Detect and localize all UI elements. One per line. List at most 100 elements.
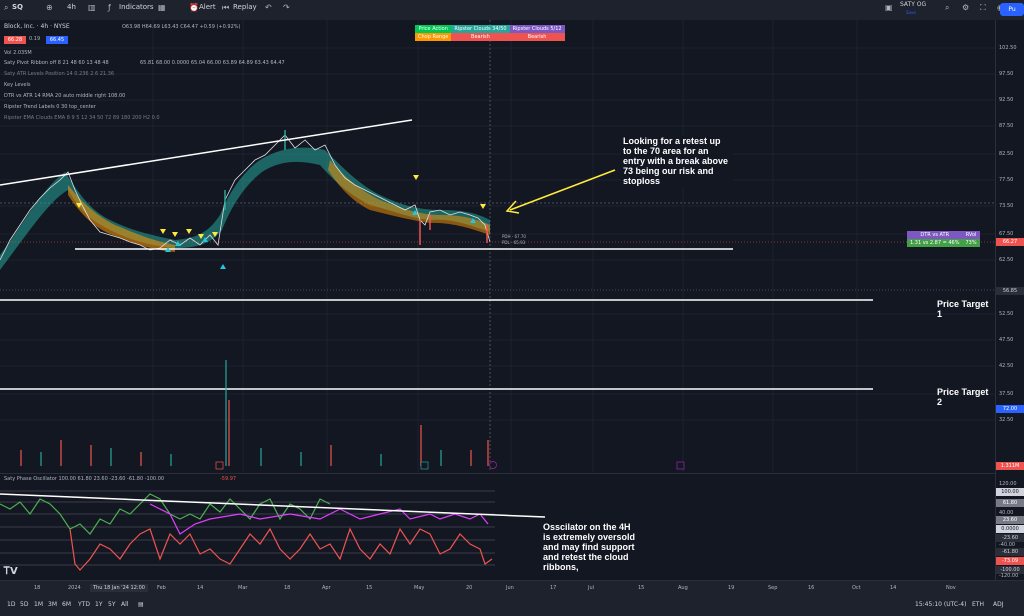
eth-toggle[interactable]: ETH (972, 601, 984, 608)
osc-tag-23: 23.60 (996, 516, 1024, 524)
trend-labels-legend[interactable]: Ripster Trend Labels 0 30 top_center (4, 104, 96, 110)
symbol-title[interactable]: Block, Inc. · 4h · NYSE (4, 23, 70, 30)
ema-clouds-legend[interactable]: Ripster EMA Clouds EMA 8 9 5 12 34 50 72… (4, 115, 160, 121)
crosshair-time-label: Thu 18 Jan '24 12:00 (90, 584, 148, 592)
signal-value-clouds-34-50: Bearish (451, 33, 510, 41)
volume-legend[interactable]: Vol 2.035M (4, 50, 32, 56)
time-label: 20 (466, 585, 473, 591)
price-tick: 32.50 (999, 417, 1014, 423)
compare-plus-icon[interactable]: ⊕ (46, 3, 53, 12)
clock-timezone[interactable]: 15:45:10 (UTC-4) (915, 601, 967, 608)
earnings-marker-future (676, 461, 685, 470)
layout-name[interactable]: SATY OG (900, 1, 927, 8)
signal-header-clouds-5-12: Ripster Clouds 5/12 (509, 25, 565, 33)
retest-arrow-line (509, 169, 616, 211)
symbol-search[interactable]: SQ (12, 3, 23, 11)
templates-icon[interactable]: ▦ (158, 3, 166, 12)
signal-header-price-action: Price Action (415, 25, 452, 33)
indicators-icon[interactable]: ƒ (108, 3, 111, 12)
price-axis[interactable]: 102.50 97.50 92.50 87.50 82.50 77.50 73.… (995, 20, 1024, 580)
pdh-label: PDH - 67.70 (502, 234, 526, 239)
chart-type-icon[interactable]: ▥ (88, 3, 96, 12)
time-label: 16 (808, 585, 815, 591)
price-tick: 77.50 (999, 177, 1014, 183)
replay-icon[interactable]: ⏮ (222, 3, 230, 12)
price-target-1-label[interactable]: Price Target 1 (937, 299, 989, 319)
range-1y-button[interactable]: 1Y (95, 601, 103, 608)
price-tick: 62.50 (999, 257, 1014, 263)
oscillator-trendline (0, 493, 546, 518)
earnings-marker-1 (215, 461, 224, 470)
bottom-bar: 18 2024 Thu 18 Jan '24 12:00 Feb 14 Mar … (0, 580, 1024, 616)
indicators-button[interactable]: Indicators (119, 3, 154, 11)
search-icon-right[interactable]: ⌕ (945, 3, 950, 12)
fullscreen-icon[interactable]: ⛶ (980, 3, 986, 12)
signal-value-clouds-5-12: Bearish (509, 33, 565, 41)
range-5d-button[interactable]: 5D (20, 601, 29, 608)
time-label: Jul (588, 585, 595, 591)
retest-note-box[interactable]: Looking for a retest up to the 70 area f… (621, 135, 733, 187)
undo-icon[interactable]: ↶ (265, 3, 272, 12)
layout-icon[interactable]: ▣ (885, 3, 893, 12)
time-label: Mar (238, 585, 248, 591)
price-tick: 92.50 (999, 97, 1014, 103)
osc-tag-61: 61.80 (996, 499, 1024, 507)
upper-trendline (0, 119, 413, 186)
pdl-label: PDL - 65.93 (502, 240, 526, 245)
volume-bars-red (20, 400, 489, 466)
pivot-ribbon-values: 65.81 68.00 0.0000 65.04 66.00 63.89 64.… (140, 60, 285, 66)
dtr-atr-legend[interactable]: DTR vs ATR 14 RMA 20 auto middle right 1… (4, 93, 126, 99)
osc-tag-zero: 0.0000 (996, 525, 1024, 533)
atr-levels-legend[interactable]: Saty ATR Levels Position 14 0.236 2.6 21… (4, 71, 115, 77)
price-tick: 87.50 (999, 123, 1014, 129)
search-icon[interactable]: ⌕ (4, 3, 9, 12)
osc-tick: -40.00 (999, 542, 1016, 548)
range-ytd-button[interactable]: YTD (78, 601, 90, 608)
pivot-ribbon-legend[interactable]: Saty Pivot Ribbon off 8 21 48 60 13 48 4… (4, 60, 109, 66)
bid-price-box[interactable]: 66.28 (4, 36, 26, 44)
settings-icon[interactable]: ⚙ (962, 3, 970, 12)
dtr-value: 1.31 vs 2.87 = 46% (907, 239, 963, 247)
range-all-button[interactable]: All (121, 601, 129, 608)
alert-icon[interactable]: ⏰ (189, 3, 199, 12)
oscillator-value: -59.97 (220, 476, 237, 482)
redo-icon[interactable]: ↷ (283, 3, 290, 12)
osc-note-box[interactable]: Osscilator on the 4H is extremely overso… (543, 522, 638, 572)
time-label: Jun (506, 585, 514, 591)
range-6m-button[interactable]: 6M (62, 601, 71, 608)
alert-button[interactable]: Alert (199, 3, 216, 11)
oscillator-svg[interactable] (0, 474, 995, 581)
range-1m-button[interactable]: 1M (34, 601, 43, 608)
range-3m-button[interactable]: 3M (48, 601, 57, 608)
time-label: Aug (678, 585, 688, 591)
calendar-range-icon[interactable]: ▤ (138, 601, 144, 608)
range-5y-button[interactable]: 5Y (108, 601, 116, 608)
time-label: 17 (550, 585, 557, 591)
replay-button[interactable]: Replay (233, 3, 257, 11)
volume-tag: 1.311M (996, 462, 1024, 470)
oscillator-legend[interactable]: Saty Phase Oscillator 100.00 61.80 23.60… (4, 476, 165, 482)
price-tick: 97.50 (999, 71, 1014, 77)
adj-toggle[interactable]: ADJ (993, 601, 1004, 608)
ask-price-box[interactable]: 66.45 (46, 36, 68, 44)
osc-value-tag: -73.09 (996, 557, 1024, 565)
time-label: 14 (890, 585, 897, 591)
price-tick: 102.50 (999, 45, 1017, 51)
rvol-header: RVol (962, 231, 980, 239)
time-label: 18 (284, 585, 291, 591)
oscillator-pane[interactable]: Saty Phase Oscillator 100.00 61.80 23.60… (0, 473, 995, 581)
interval-button[interactable]: 4h (67, 3, 76, 11)
time-label: Nov (946, 585, 956, 591)
publish-button[interactable]: Pu (1000, 3, 1024, 16)
price-tick: 37.50 (999, 391, 1014, 397)
price-target-2-label[interactable]: Price Target 2 (937, 387, 989, 407)
price-chart-svg[interactable] (0, 20, 995, 472)
level-56-tag: 56.85 (996, 287, 1024, 295)
time-label: Feb (157, 585, 166, 591)
range-1d-button[interactable]: 1D (7, 601, 16, 608)
time-label: Oct (852, 585, 861, 591)
signal-value-price-action: Chop Range (415, 33, 452, 41)
key-levels-legend[interactable]: Key Levels (4, 82, 31, 88)
osc-tick: 120.00 (999, 481, 1017, 487)
main-chart[interactable]: Block, Inc. · 4h · NYSE O63.98 H64.69 L6… (0, 20, 995, 472)
